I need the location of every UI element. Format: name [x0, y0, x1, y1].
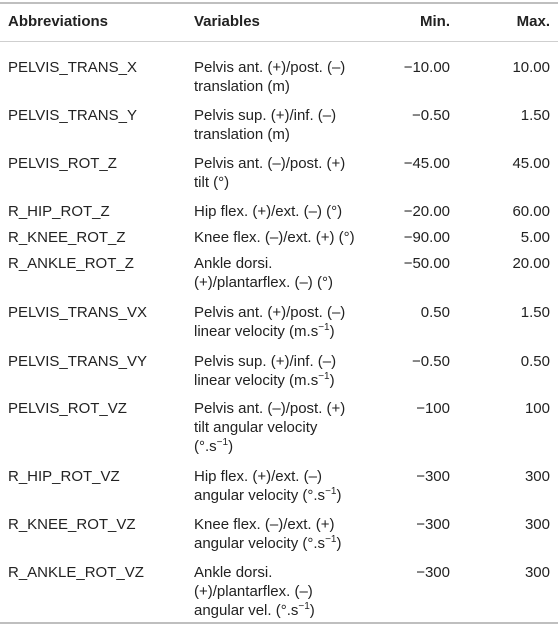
max-cell: 1.50: [520, 304, 550, 321]
variable-line: angular vel. (°.s: [194, 602, 299, 619]
max-cell: 300: [524, 468, 550, 485]
variable-line: Pelvis sup. (+)/inf. (–): [194, 353, 337, 370]
abbr-cell: R_KNEE_ROT_VZ: [8, 516, 136, 533]
variable-line-end: ): [329, 323, 335, 340]
variable-cell: Pelvis sup. (+)/inf. (–) linear velocity…: [194, 352, 372, 390]
variable-cell: Ankle dorsi. (+)/plantarflex. (–) (°): [194, 254, 372, 292]
variable-line-end: ): [309, 602, 315, 619]
max-cell: 60.00: [512, 203, 550, 220]
variable-line: linear velocity (m.s: [194, 372, 319, 389]
variable-line: tilt (°): [194, 174, 230, 191]
variable-cell: Knee flex. (–)/ext. (+) (°): [194, 228, 372, 247]
variable-line: tilt angular velocity: [194, 419, 318, 436]
variable-cell: Pelvis sup. (+)/inf. (–) translation (m): [194, 106, 372, 144]
variable-line: (°.s: [194, 438, 217, 455]
variable-line: translation (m): [194, 126, 290, 143]
variable-line: Ankle dorsi.: [194, 564, 273, 581]
min-cell: −100: [416, 400, 450, 417]
variable-line: Pelvis ant. (+)/post. (–): [194, 304, 346, 321]
variable-line: Pelvis ant. (–)/post. (+): [194, 155, 346, 172]
variable-line: Ankle dorsi.: [194, 255, 273, 272]
abbr-cell: PELVIS_ROT_VZ: [8, 400, 127, 417]
variable-cell: Knee flex. (–)/ext. (+) angular velocity…: [194, 515, 372, 553]
max-cell: 1.50: [520, 107, 550, 124]
variable-line: Pelvis ant. (+)/post. (–): [194, 59, 346, 76]
variable-line: angular velocity (°.s: [194, 535, 326, 552]
variable-cell: Pelvis ant. (–)/post. (+) tilt angular v…: [194, 399, 372, 456]
abbr-cell: R_HIP_ROT_Z: [8, 203, 110, 220]
variable-cell: Pelvis ant. (+)/post. (–) translation (m…: [194, 58, 372, 96]
unit-exponent: −1: [325, 486, 337, 497]
min-cell: −90.00: [403, 229, 450, 246]
max-cell: 300: [524, 564, 550, 581]
unit-exponent: −1: [318, 322, 330, 333]
header-max: Max.: [516, 13, 550, 30]
min-cell: −300: [416, 516, 450, 533]
abbr-cell: R_KNEE_ROT_Z: [8, 229, 126, 246]
unit-exponent: −1: [216, 437, 229, 448]
abbr-cell: R_ANKLE_ROT_Z: [8, 255, 134, 272]
variable-line-end: ): [336, 535, 342, 552]
variable-cell: Hip flex. (+)/ext. (–) (°): [194, 202, 372, 221]
table-header-rule: [0, 41, 558, 42]
abbr-cell: R_HIP_ROT_VZ: [8, 468, 120, 485]
abbr-cell: PELVIS_ROT_Z: [8, 155, 117, 172]
variable-line: translation (m): [194, 78, 290, 95]
min-cell: −300: [416, 468, 450, 485]
unit-exponent: −1: [318, 371, 330, 382]
abbr-cell: PELVIS_TRANS_Y: [8, 107, 137, 124]
min-cell: −300: [416, 564, 450, 581]
max-cell: 10.00: [512, 59, 550, 76]
max-cell: 100: [524, 400, 550, 417]
variable-line: linear velocity (m.s: [194, 323, 319, 340]
min-cell: −0.50: [412, 353, 450, 370]
variable-cell: Ankle dorsi. (+)/plantarflex. (–) angula…: [194, 563, 372, 620]
min-cell: 0.50: [420, 304, 450, 321]
abbr-cell: R_ANKLE_ROT_VZ: [8, 564, 144, 581]
variable-line: Pelvis sup. (+)/inf. (–): [194, 107, 337, 124]
min-cell: −10.00: [403, 59, 450, 76]
variable-line-end: ): [329, 372, 335, 389]
variable-line: Hip flex. (+)/ext. (–): [194, 468, 322, 485]
variable-line: (+)/plantarflex. (–) (°): [194, 274, 333, 291]
unit-exponent: −1: [325, 534, 337, 545]
table-top-rule: [0, 2, 558, 4]
abbr-cell: PELVIS_TRANS_X: [8, 59, 137, 76]
min-cell: −50.00: [403, 255, 450, 272]
min-cell: −0.50: [412, 107, 450, 124]
max-cell: 300: [524, 516, 550, 533]
unit-exponent: −1: [298, 601, 310, 612]
variable-line: Knee flex. (–)/ext. (+) (°): [194, 229, 355, 246]
max-cell: 0.50: [520, 353, 550, 370]
abbr-cell: PELVIS_TRANS_VX: [8, 304, 147, 321]
variable-line: Knee flex. (–)/ext. (+): [194, 516, 335, 533]
variable-cell: Hip flex. (+)/ext. (–) angular velocity …: [194, 467, 372, 505]
header-min: Min.: [420, 13, 450, 30]
variable-line: Pelvis ant. (–)/post. (+): [194, 400, 346, 417]
min-cell: −45.00: [403, 155, 450, 172]
abbr-cell: PELVIS_TRANS_VY: [8, 353, 147, 370]
variable-line: Hip flex. (+)/ext. (–) (°): [194, 203, 343, 220]
variable-line: (+)/plantarflex. (–): [194, 583, 313, 600]
header-variables: Variables: [194, 13, 260, 30]
max-cell: 45.00: [512, 155, 550, 172]
variable-line-end: ): [228, 438, 234, 455]
variable-cell: Pelvis ant. (–)/post. (+) tilt (°): [194, 154, 372, 192]
table-bottom-rule: [0, 622, 558, 624]
header-abbreviations: Abbreviations: [8, 13, 109, 30]
max-cell: 20.00: [512, 255, 550, 272]
variable-line-end: ): [336, 487, 342, 504]
variable-cell: Pelvis ant. (+)/post. (–) linear velocit…: [194, 303, 372, 341]
variable-line: angular velocity (°.s: [194, 487, 326, 504]
max-cell: 5.00: [520, 229, 550, 246]
min-cell: −20.00: [403, 203, 450, 220]
